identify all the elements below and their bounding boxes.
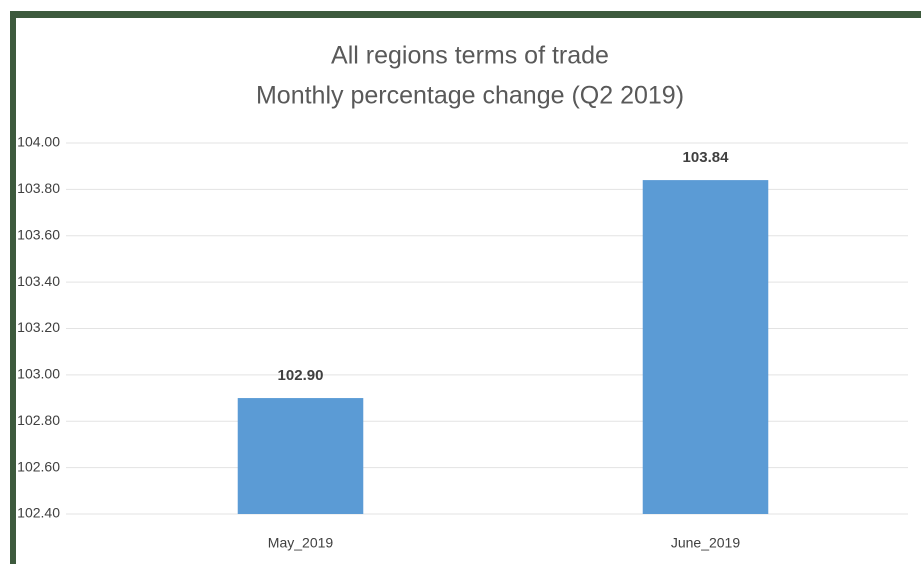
y-tick-label: 104.00 — [17, 134, 60, 150]
y-tick-label: 103.40 — [17, 273, 60, 289]
y-tick-label: 102.80 — [17, 412, 60, 428]
frame-top — [10, 11, 921, 18]
y-tick-label: 103.80 — [17, 180, 60, 196]
x-tick-label: June_2019 — [671, 535, 741, 551]
chart-title: All regions terms of trade — [331, 42, 609, 70]
x-tick-label: May_2019 — [268, 535, 334, 551]
data-label: 103.84 — [683, 149, 730, 166]
bar — [237, 398, 364, 514]
data-label: 102.90 — [278, 367, 324, 384]
bar — [642, 180, 769, 514]
y-tick-label: 103.20 — [17, 319, 60, 335]
y-tick-label: 102.60 — [17, 458, 60, 474]
frame-left — [10, 11, 16, 564]
y-tick-label: 103.00 — [17, 366, 60, 382]
y-tick-label: 103.60 — [17, 226, 60, 242]
chart-subtitle: Monthly percentage change (Q2 2019) — [256, 82, 684, 110]
y-tick-label: 102.40 — [17, 505, 60, 521]
